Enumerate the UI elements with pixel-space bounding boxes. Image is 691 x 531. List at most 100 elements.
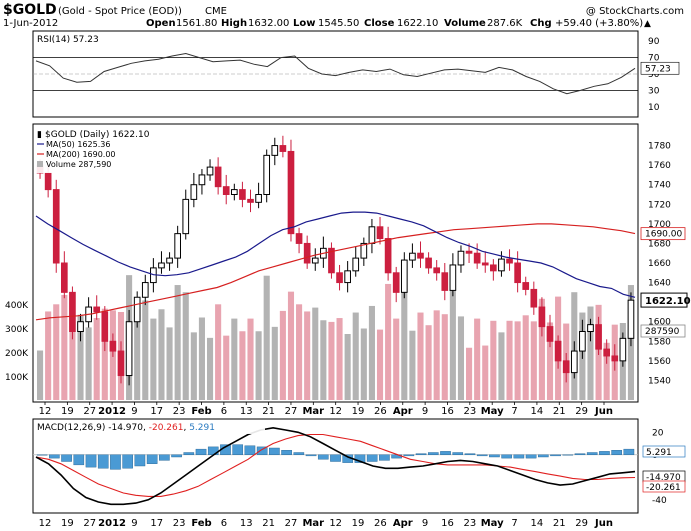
volume-bar — [498, 332, 505, 400]
volume-bar — [449, 285, 456, 400]
x-axis-label-12: Mar — [302, 406, 324, 417]
candle-body — [619, 337, 627, 362]
candle-body — [52, 189, 60, 264]
macd-panel — [32, 418, 639, 514]
volume-bar — [530, 321, 537, 400]
candle-body — [441, 272, 449, 291]
volume-bar — [538, 298, 545, 400]
macd-histogram-bar — [97, 454, 109, 469]
macd-histogram-bar — [232, 444, 244, 455]
header-date: 1-Jun-2012 — [3, 18, 58, 29]
candle-body — [206, 166, 214, 176]
macd-layer: 200-20-405.291-14.970-20.261 — [33, 426, 686, 506]
price-tick-label-11: 1760 — [648, 161, 671, 171]
volume-bar — [223, 335, 230, 400]
rsi-tick-label-0: 10 — [648, 103, 660, 113]
close-value: 1622.10 — [397, 18, 438, 29]
volume-bar — [425, 325, 432, 400]
volume-bar — [239, 331, 246, 400]
candle-body — [611, 355, 619, 362]
macd-x-axis-label-10: 21 — [262, 518, 275, 529]
macd-x-axis-label-4: 9 — [131, 518, 137, 529]
volume-bar — [474, 318, 481, 400]
macd-legend: MACD(12,26,9) -14.970, -20.261, 5.291 — [37, 423, 215, 433]
x-axis-label-21: 7 — [511, 406, 517, 417]
rsi-last-value-box — [640, 61, 680, 75]
x-axis-label-9: 13 — [240, 406, 253, 417]
volume-bar — [409, 330, 416, 400]
candle-body — [271, 145, 279, 156]
volume-bar — [490, 320, 497, 400]
macd-x-axis-label-25: Jun — [594, 518, 613, 529]
candle-body — [368, 226, 376, 244]
volume-bar — [433, 310, 440, 400]
candle-body — [166, 257, 173, 264]
macd-x-axis-label-18: 16 — [441, 518, 454, 529]
candle-body — [579, 331, 586, 352]
price-tick-label-5: 1640 — [648, 279, 671, 289]
candle-body — [311, 257, 319, 264]
volume-bar — [45, 311, 52, 400]
macd-x-axis-label-12: Mar — [302, 518, 324, 529]
price-tick-label-2: 1580 — [648, 337, 671, 347]
candle-body — [392, 272, 400, 293]
open-value: 1561.80 — [176, 18, 217, 29]
candle-body — [570, 350, 578, 374]
macd-tick-label-0: 20 — [652, 428, 664, 438]
macd-last-value-box — [642, 480, 686, 493]
rsi-line — [35, 52, 636, 95]
volume-tick-label-3: 400K — [5, 301, 29, 311]
volume-legend: Volume 287,590 — [46, 160, 111, 169]
macd-line — [35, 426, 636, 506]
price-tick-label-1: 1560 — [648, 357, 671, 367]
candle-body — [490, 264, 497, 272]
macd-histogram-bar — [85, 454, 97, 468]
volume-bar — [53, 304, 60, 400]
volume-bar — [352, 312, 359, 400]
candle-body — [101, 311, 109, 342]
candle-body — [344, 270, 351, 284]
macd-histogram-bar — [256, 446, 268, 455]
close-label: Close — [364, 18, 395, 29]
volume-bar — [304, 311, 311, 400]
volume-bar — [312, 307, 319, 400]
x-axis-label-24: 29 — [575, 406, 588, 417]
candle-body — [449, 264, 457, 291]
volume-label: Volume — [444, 18, 486, 29]
volume-bar — [142, 300, 149, 400]
candle-body — [222, 186, 230, 196]
volume-bar — [279, 310, 286, 400]
volume-bar — [85, 327, 92, 400]
macd-x-axis-label-8: 6 — [221, 518, 227, 529]
candle-body — [360, 242, 368, 259]
volume-bar — [174, 285, 181, 400]
candle-body — [506, 258, 513, 264]
price-tick-label-12: 1780 — [648, 142, 671, 152]
low-label: Low — [293, 18, 315, 29]
macd-histogram-bar — [122, 454, 133, 469]
macd-tick-label-3: -40 — [652, 496, 667, 506]
price-tick-label-8: 1700 — [648, 220, 671, 230]
volume-bar — [336, 318, 343, 400]
candle-body — [93, 306, 101, 313]
volume-bar — [231, 318, 238, 400]
candle-body — [239, 189, 246, 200]
candle-body — [433, 267, 441, 274]
macd-histogram-bar — [317, 454, 329, 460]
candle-body — [417, 252, 424, 259]
x-axis-label-7: Feb — [191, 406, 211, 417]
macd-x-axis-label-19: 23 — [463, 518, 476, 529]
open-label: Open — [146, 18, 176, 29]
candle-body — [522, 282, 530, 290]
candle-body — [125, 321, 133, 377]
volume-bar — [271, 326, 278, 400]
macd-last-value-box — [642, 445, 686, 458]
candle-body — [595, 324, 602, 350]
candle-body — [425, 257, 432, 269]
macd-x-axis-label-17: 9 — [422, 518, 428, 529]
volume-bar — [360, 328, 367, 400]
macd-histogram-bar — [586, 452, 598, 455]
x-axis-label-8: 6 — [221, 406, 227, 417]
volume-bar — [150, 318, 157, 400]
x-axis-label-4: 9 — [131, 406, 137, 417]
